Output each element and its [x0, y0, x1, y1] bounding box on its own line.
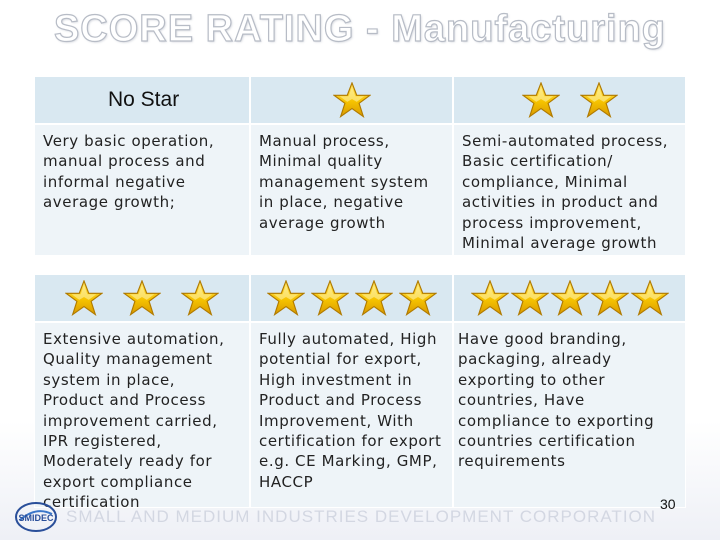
star-rating-4 — [267, 280, 437, 316]
star-icon — [471, 280, 509, 316]
star-icon — [591, 280, 629, 316]
header-five-star — [453, 274, 686, 322]
star-icon — [311, 280, 349, 316]
description-no-star: Very basic operation, manual process and… — [34, 124, 250, 256]
star-icon — [631, 280, 669, 316]
star-icon — [333, 82, 371, 118]
star-icon — [551, 280, 589, 316]
header-three-star — [34, 274, 250, 322]
description-four-star: Fully automated, High potential for expo… — [250, 322, 453, 508]
smidec-logo: SMIDEC — [15, 502, 57, 532]
rating-table-bottom: Extensive automation, Quality management… — [34, 274, 686, 511]
star-icon — [522, 82, 560, 118]
header-four-star — [250, 274, 453, 322]
description-two-star: Semi-automated process, Basic certificat… — [453, 124, 686, 256]
page-number: 30 — [660, 496, 676, 512]
star-rating-1 — [333, 82, 371, 118]
star-icon — [267, 280, 305, 316]
star-icon — [123, 280, 161, 316]
header-one-star — [250, 76, 453, 124]
star-rating-5 — [471, 280, 669, 316]
description-five-star: Have good branding, packaging, already e… — [453, 322, 686, 508]
star-rating-2 — [522, 82, 618, 118]
header-two-star — [453, 76, 686, 124]
organization-name: SMALL AND MEDIUM INDUSTRIES DEVELOPMENT … — [66, 507, 657, 526]
star-icon — [580, 82, 618, 118]
star-icon — [511, 280, 549, 316]
star-icon — [181, 280, 219, 316]
header-no-star: No Star — [34, 76, 250, 124]
star-rating-3 — [65, 280, 219, 316]
logo-text: SMIDEC — [18, 513, 54, 523]
rating-table-top: No Star Very basic operation, manual pro… — [34, 76, 686, 256]
star-icon — [355, 280, 393, 316]
header-no-star-label: No Star — [108, 88, 180, 111]
star-icon — [65, 280, 103, 316]
description-one-star: Manual process, Minimal quality manageme… — [250, 124, 453, 256]
page-title: SCORE RATING - Manufacturing — [53, 7, 667, 50]
description-three-star: Extensive automation, Quality management… — [34, 322, 250, 511]
star-icon — [399, 280, 437, 316]
